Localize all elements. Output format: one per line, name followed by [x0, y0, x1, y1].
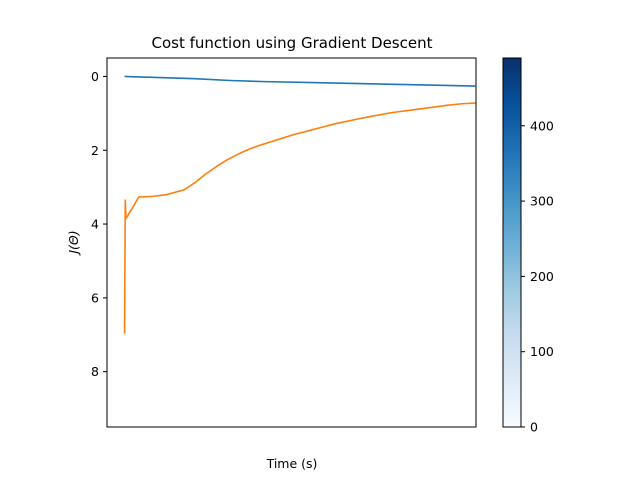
colorbar-tick-label: 300	[530, 194, 554, 209]
colorbar-ticks: 0 100 200 300 400	[521, 118, 554, 435]
y-tick-label: 8	[91, 364, 99, 379]
plot-background	[107, 58, 476, 427]
x-axis-label: Time (s)	[266, 456, 318, 471]
y-tick-label: 4	[91, 217, 99, 232]
series-layer	[123, 75, 476, 334]
plot-frame	[106, 57, 477, 428]
y-axis-label: J(Θ)	[66, 230, 81, 256]
y-tick-label: 2	[91, 143, 99, 158]
y-axis-ticks: 0 2 4 6 8	[91, 69, 107, 379]
colorbar-frame	[502, 57, 522, 428]
series-1-line	[124, 75, 476, 87]
colorbar-tick-label: 100	[530, 344, 554, 359]
y-tick-label: 0	[91, 69, 99, 84]
colorbar-tick-label: 0	[530, 420, 538, 435]
colorbar-gradient	[503, 58, 521, 427]
y-tick-label: 6	[91, 290, 99, 305]
series-2-line	[123, 102, 476, 334]
colorbar-tick-label: 200	[530, 269, 554, 284]
chart-title: Cost function using Gradient Descent	[152, 34, 433, 52]
colorbar-tick-label: 400	[530, 118, 554, 133]
